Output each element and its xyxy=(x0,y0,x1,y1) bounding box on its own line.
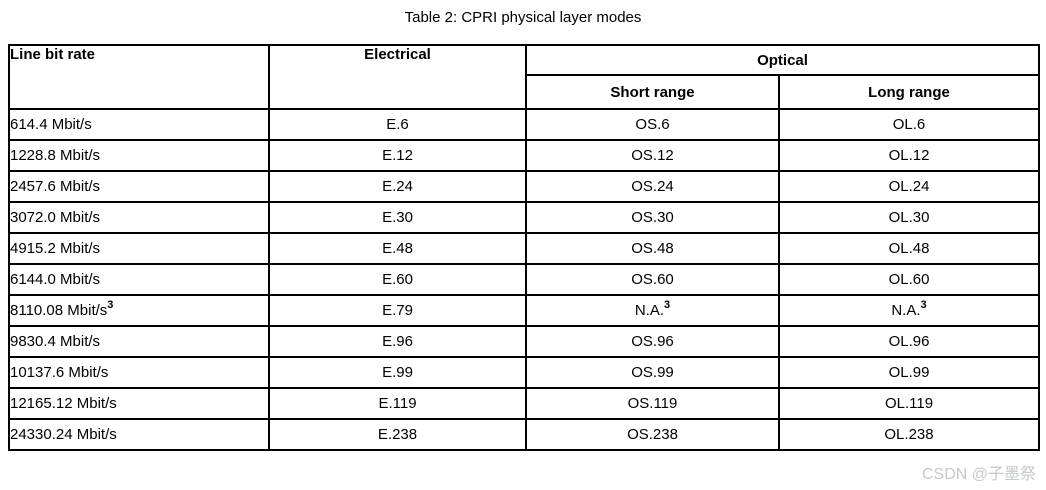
long-range-cell: OL.99 xyxy=(777,356,1041,389)
table-row: 3072.0 Mbit/s E.30 OS.30 OL.30 xyxy=(8,201,1041,234)
line-bit-rate-cell: 1228.8 Mbit/s xyxy=(8,139,270,172)
table-row: 614.4 Mbit/s E.6 OS.6 OL.6 xyxy=(8,108,1041,141)
short-range-cell: OS.96 xyxy=(525,325,780,358)
electrical-cell: E.12 xyxy=(268,139,527,172)
electrical-cell: E.99 xyxy=(268,356,527,389)
electrical-cell: E.238 xyxy=(268,418,527,451)
table-row: 4915.2 Mbit/s E.48 OS.48 OL.48 xyxy=(8,232,1041,265)
line-bit-rate-cell: 9830.4 Mbit/s xyxy=(8,325,270,358)
electrical-cell: E.6 xyxy=(268,108,527,141)
short-range-cell: OS.12 xyxy=(525,139,780,172)
header-row-2: Short range Long range xyxy=(9,74,1041,110)
header-short-range: Short range xyxy=(525,74,780,110)
line-bit-rate-cell: 614.4 Mbit/s xyxy=(8,108,270,141)
short-range-cell: OS.24 xyxy=(525,170,780,203)
table-row: 12165.12 Mbit/s E.119 OS.119 OL.119 xyxy=(8,387,1041,420)
long-range-cell: N.A.3 xyxy=(777,294,1041,327)
footnote-marker: 3 xyxy=(920,299,927,311)
line-bit-rate-cell: 2457.6 Mbit/s xyxy=(8,170,270,203)
table-row: 6144.0 Mbit/s E.60 OS.60 OL.60 xyxy=(8,263,1041,296)
footnote-marker: 3 xyxy=(664,299,671,311)
short-range-cell: OS.60 xyxy=(525,263,780,296)
table-row: 2457.6 Mbit/s E.24 OS.24 OL.24 xyxy=(8,170,1041,203)
electrical-cell: E.79 xyxy=(268,294,527,327)
long-range-cell: OL.48 xyxy=(777,232,1041,265)
header-row-1: Line bit rate Electrical Optical xyxy=(8,44,1041,110)
long-range-cell: OL.96 xyxy=(777,325,1041,358)
table-header: Line bit rate Electrical Optical Short r… xyxy=(8,44,1041,110)
short-range-cell: OS.6 xyxy=(525,108,780,141)
short-range-cell: OS.238 xyxy=(525,418,780,451)
header-line-bit-rate: Line bit rate xyxy=(8,44,270,110)
table-row: 9830.4 Mbit/s E.96 OS.96 OL.96 xyxy=(8,325,1041,358)
line-bit-rate-cell: 3072.0 Mbit/s xyxy=(8,201,270,234)
short-range-cell: OS.99 xyxy=(525,356,780,389)
electrical-cell: E.30 xyxy=(268,201,527,234)
line-bit-rate-cell: 6144.0 Mbit/s xyxy=(8,263,270,296)
line-bit-rate-cell: 8110.08 Mbit/s3 xyxy=(8,294,270,327)
line-bit-rate-cell: 24330.24 Mbit/s xyxy=(8,418,270,451)
electrical-cell: E.60 xyxy=(268,263,527,296)
table-caption: Table 2: CPRI physical layer modes xyxy=(404,9,642,26)
short-range-cell: OS.48 xyxy=(525,232,780,265)
electrical-cell: E.119 xyxy=(268,387,527,420)
short-range-cell: OS.119 xyxy=(525,387,780,420)
header-electrical: Electrical xyxy=(268,44,527,110)
csdn-watermark: CSDN @子墨祭 xyxy=(921,466,1036,483)
table-row: 1228.8 Mbit/s E.12 OS.12 OL.12 xyxy=(8,139,1041,172)
line-bit-rate-cell: 12165.12 Mbit/s xyxy=(8,387,270,420)
table-row: 24330.24 Mbit/s E.238 OS.238 OL.238 xyxy=(8,418,1041,451)
electrical-cell: E.24 xyxy=(268,170,527,203)
long-range-cell: OL.6 xyxy=(777,108,1041,141)
long-range-cell: OL.238 xyxy=(777,418,1041,451)
electrical-cell: E.48 xyxy=(268,232,527,265)
line-bit-rate-cell: 10137.6 Mbit/s xyxy=(8,356,270,389)
long-range-cell: OL.24 xyxy=(777,170,1041,203)
line-bit-rate-cell: 4915.2 Mbit/s xyxy=(8,232,270,265)
header-optical: Optical xyxy=(524,44,1041,76)
table-row: 8110.08 Mbit/s3 E.79 N.A.3 N.A.3 xyxy=(8,294,1041,327)
cpri-modes-table: Line bit rate Electrical Optical Short r… xyxy=(8,44,1041,451)
electrical-cell: E.96 xyxy=(268,325,527,358)
table-body: 614.4 Mbit/s E.6 OS.6 OL.6 1228.8 Mbit/s E.12… xyxy=(8,108,1041,451)
long-range-cell: OL.119 xyxy=(777,387,1041,420)
short-range-cell: N.A.3 xyxy=(525,294,780,327)
header-long-range: Long range xyxy=(777,74,1041,110)
long-range-cell: OL.60 xyxy=(777,263,1041,296)
footnote-marker: 3 xyxy=(107,299,114,311)
long-range-cell: OL.12 xyxy=(777,139,1041,172)
short-range-cell: OS.30 xyxy=(525,201,780,234)
table-row: 10137.6 Mbit/s E.99 OS.99 OL.99 xyxy=(8,356,1041,389)
long-range-cell: OL.30 xyxy=(777,201,1041,234)
